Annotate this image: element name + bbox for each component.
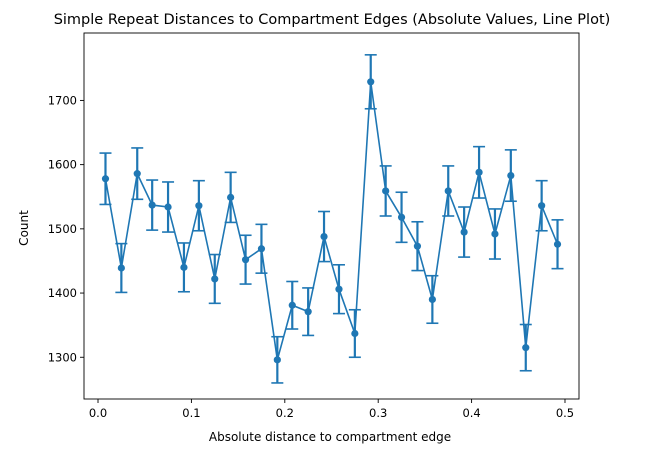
data-point [273, 356, 281, 364]
plot-area: 0.0 0.1 0.2 0.3 0.4 0.5 1300 1400 1500 1600 1700 [48, 32, 580, 420]
data-point [117, 264, 125, 272]
data-point [335, 285, 343, 293]
data-point [257, 245, 266, 253]
data-point [553, 240, 562, 248]
data-point [382, 187, 390, 195]
series-line [104, 81, 559, 361]
x-tick-label: 0.3 [369, 406, 387, 420]
data-point [101, 175, 110, 183]
data-point [397, 213, 406, 221]
data-point [227, 193, 235, 201]
data-point [444, 187, 452, 195]
data-point [367, 78, 375, 86]
data-point [522, 344, 530, 352]
y-tick-label: 1500 [48, 222, 77, 236]
y-tick-label: 1700 [48, 93, 77, 107]
x-tick-label: 0.4 [462, 406, 480, 420]
data-point [491, 230, 499, 238]
y-axis-label: Count [17, 210, 31, 246]
data-point [180, 263, 188, 271]
x-tick-label: 0.2 [276, 406, 294, 420]
y-tick-label: 1300 [48, 350, 77, 364]
plot-frame [83, 32, 580, 400]
y-tick-label: 1600 [48, 158, 77, 172]
data-point [413, 242, 422, 250]
y-tick-label: 1400 [48, 286, 77, 300]
data-point [288, 301, 296, 309]
data-point [428, 295, 436, 304]
data-point [538, 202, 546, 210]
data-point [133, 170, 141, 178]
data-point [195, 202, 203, 210]
data-point [507, 171, 515, 180]
x-tick-label: 0.5 [556, 406, 574, 420]
x-axis-label: Absolute distance to compartment edge [209, 430, 451, 444]
x-tick-label: 0.0 [89, 406, 107, 420]
data-point [211, 275, 219, 283]
data-point [475, 168, 483, 176]
chart-title: Simple Repeat Distances to Compartment E… [54, 12, 611, 28]
data-point [164, 203, 172, 211]
x-tick-label: 0.1 [182, 406, 200, 420]
data-point [351, 329, 359, 338]
data-point [241, 256, 250, 264]
data-point [320, 232, 328, 241]
data-point [304, 308, 312, 316]
data-point [460, 228, 468, 236]
data-point [148, 201, 156, 209]
